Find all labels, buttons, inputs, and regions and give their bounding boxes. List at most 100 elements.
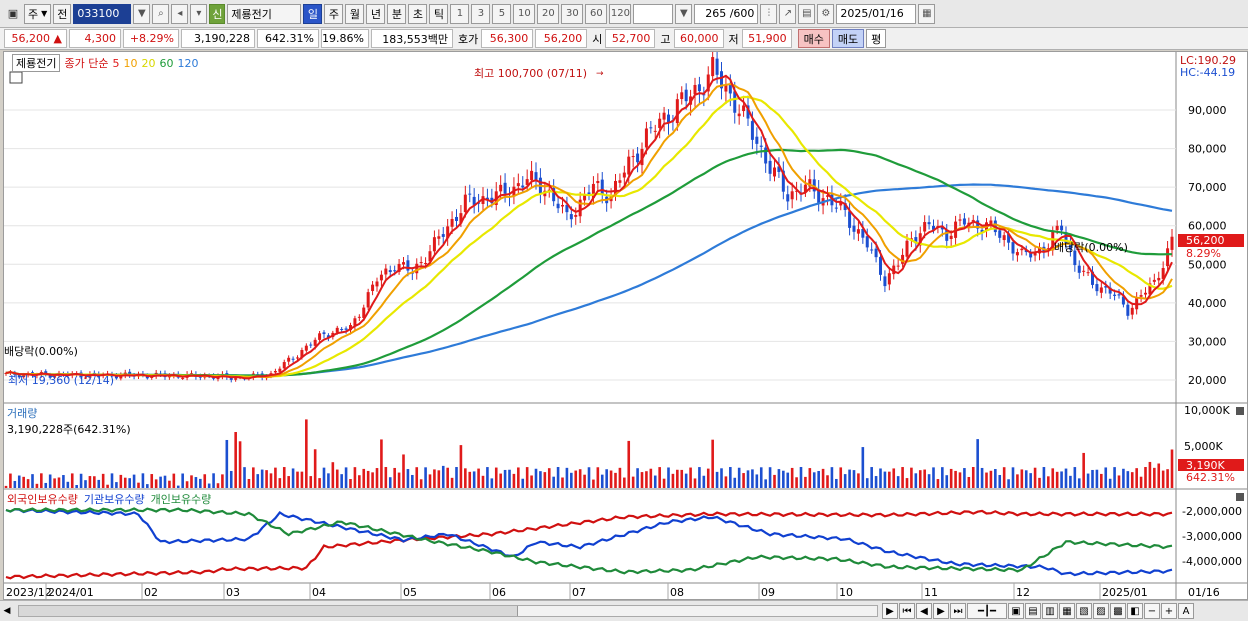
candle-body [441,234,445,237]
window-menu-icon[interactable]: ▣ [7,7,19,20]
candle-icon[interactable]: ⫶ [760,3,778,24]
holdings-close-icon[interactable] [1236,493,1244,501]
period-month[interactable]: 월 [345,3,365,24]
flat-button[interactable]: 평 [866,29,887,48]
volume-bar [724,476,728,488]
candle-body [534,172,538,181]
horizontal-scrollbar[interactable] [18,605,878,617]
speaker-dropdown-icon[interactable]: ▾ [190,3,208,24]
candle-body [1020,248,1024,251]
individual-holdings-line [5,507,1173,575]
volume-bar [335,469,339,488]
volume-bar [636,468,639,488]
volume-bar [627,440,631,488]
candle-body [556,203,560,209]
count-60[interactable]: 60 [585,3,608,24]
draw-tool-icon[interactable]: ↗ [779,3,797,24]
layout-icon-1[interactable]: ▣ [1008,603,1024,619]
scroll-right-icon[interactable]: ▶ [882,603,898,619]
speaker-icon[interactable]: ◂ [171,3,189,24]
candle-body [658,118,662,128]
turnover-rate: 19.86% [321,29,369,48]
period-second[interactable]: 초 [408,3,428,24]
market-select[interactable]: 주 ▼ [24,3,52,24]
count-1[interactable]: 1 [450,3,470,24]
volume-bar [618,467,622,488]
chart-nav: ▶ ⏮ ◀ ▶ ⏭ ━┃━ ▣ ▤ ▥ ▦ ▧ ▨ ▩ ◧ − + A [882,603,1194,619]
count-30[interactable]: 30 [561,3,584,24]
count-10[interactable]: 10 [513,3,536,24]
candle-body [684,89,688,102]
layout-icon-2[interactable]: ▤ [1025,603,1041,619]
volume-bar [949,468,953,488]
next-icon[interactable]: ▶ [933,603,949,619]
code-dropdown-icon[interactable]: ▼ [133,3,151,24]
save-icon[interactable]: ▤ [798,3,816,24]
count-20[interactable]: 20 [537,3,560,24]
count-5[interactable]: 5 [492,3,512,24]
scroll-left-icon[interactable]: ◀ [3,606,11,616]
legend-ma5: 5 [112,56,120,70]
calendar-icon[interactable]: ▦ [918,3,936,24]
stock-code-input[interactable]: 033100 [73,3,132,24]
custom-count-input[interactable] [633,3,674,24]
volume-bar [141,473,145,488]
period-week[interactable]: 주 [324,3,344,24]
zoom-slider[interactable]: ━┃━ [967,603,1007,619]
volume-bar [185,481,189,488]
volume-bar [4,485,8,488]
candle-body [976,220,980,229]
period-minute[interactable]: 분 [387,3,407,24]
candle-body [344,328,348,330]
stock-name[interactable]: 제룡전기 [227,3,302,24]
volume-bar [101,473,105,488]
volume-bar [653,475,657,488]
volume-close-icon[interactable] [1236,407,1244,415]
font-size-icon[interactable]: A [1178,603,1194,619]
candle-body [402,262,405,265]
date-input[interactable]: 2025/01/16 [836,3,917,24]
legend-stock-name[interactable]: 제룡전기 [12,54,61,72]
period-day[interactable]: 일 [303,3,323,24]
volume-bar [1069,475,1072,488]
ma5-line [5,74,1173,380]
volume-bar [366,470,370,488]
volume-bar [477,468,480,488]
candle-body [388,270,392,273]
layout-icon-5[interactable]: ▧ [1076,603,1092,619]
search-icon[interactable]: ⌕ [152,3,170,24]
plus-icon[interactable]: + [1161,603,1177,619]
chart-area[interactable]: 90,000 80,000 70,000 60,000 50,000 40,000 30,0… [3,48,1248,600]
buy-button[interactable]: 매수 [797,29,830,48]
candle-body [379,274,383,281]
candle-body [472,196,476,205]
gear-icon[interactable]: ⚙ [817,3,835,24]
x-axis-label: 03 [226,586,240,599]
layout-icon-7[interactable]: ▩ [1110,603,1126,619]
custom-count-dropdown-icon[interactable]: ▼ [675,3,693,24]
minus-icon[interactable]: − [1144,603,1160,619]
layout-icon-6[interactable]: ▨ [1093,603,1109,619]
scroll-thumb[interactable] [517,606,877,616]
candle-body [313,339,317,346]
layout-icon-3[interactable]: ▥ [1042,603,1058,619]
volume-bar [393,467,396,488]
volume-bar [331,462,335,488]
prev-icon[interactable]: ◀ [916,603,932,619]
prev-button[interactable]: 전 [53,3,72,24]
last-icon[interactable]: ⏭ [950,603,966,619]
layout-icon-4[interactable]: ▦ [1059,603,1075,619]
layout-icon-8[interactable]: ◧ [1127,603,1143,619]
count-3[interactable]: 3 [471,3,491,24]
candle-body [375,281,379,287]
candle-body [437,236,441,239]
sell-button[interactable]: 매도 [831,29,865,48]
period-year[interactable]: 년 [366,3,386,24]
x-axis-label: 2025/01 [1102,586,1148,599]
table-view-icon[interactable] [9,71,23,84]
count-120[interactable]: 120 [609,3,632,24]
period-tick[interactable]: 틱 [429,3,449,24]
candle-body [273,370,277,373]
first-icon[interactable]: ⏮ [899,603,915,619]
hc-label: HC:-44.19 [1180,66,1235,79]
